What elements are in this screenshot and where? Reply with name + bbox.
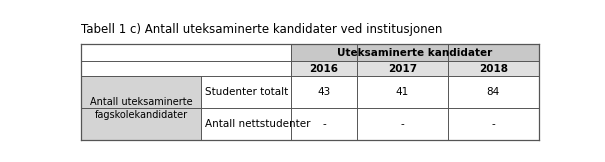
Text: 2018: 2018 bbox=[479, 64, 508, 74]
Text: 84: 84 bbox=[487, 87, 500, 97]
Text: Studenter totalt: Studenter totalt bbox=[205, 87, 289, 97]
Text: Tabell 1 c) Antall uteksaminerte kandidater ved institusjonen: Tabell 1 c) Antall uteksaminerte kandida… bbox=[81, 23, 442, 36]
Bar bbox=[201, 76, 291, 108]
Text: -: - bbox=[401, 119, 404, 129]
Text: 2016: 2016 bbox=[310, 64, 339, 74]
Bar bbox=[357, 108, 448, 140]
Bar bbox=[291, 108, 357, 140]
Text: 43: 43 bbox=[318, 87, 331, 97]
Text: Antall nettstudenter: Antall nettstudenter bbox=[205, 119, 310, 129]
Text: 41: 41 bbox=[396, 87, 409, 97]
Bar bbox=[448, 76, 539, 108]
Text: Uteksaminerte kandidater: Uteksaminerte kandidater bbox=[338, 48, 492, 58]
Bar bbox=[357, 76, 448, 108]
Bar bbox=[201, 108, 291, 140]
Bar bbox=[81, 76, 201, 140]
Bar bbox=[291, 76, 357, 108]
Bar bbox=[291, 61, 539, 76]
Bar bbox=[81, 44, 291, 76]
Text: -: - bbox=[322, 119, 326, 129]
Text: -: - bbox=[491, 119, 495, 129]
Text: 2017: 2017 bbox=[388, 64, 417, 74]
Bar bbox=[448, 108, 539, 140]
Bar bbox=[291, 44, 539, 61]
Text: Antall uteksaminerte
fagskolekandidater: Antall uteksaminerte fagskolekandidater bbox=[90, 97, 192, 120]
